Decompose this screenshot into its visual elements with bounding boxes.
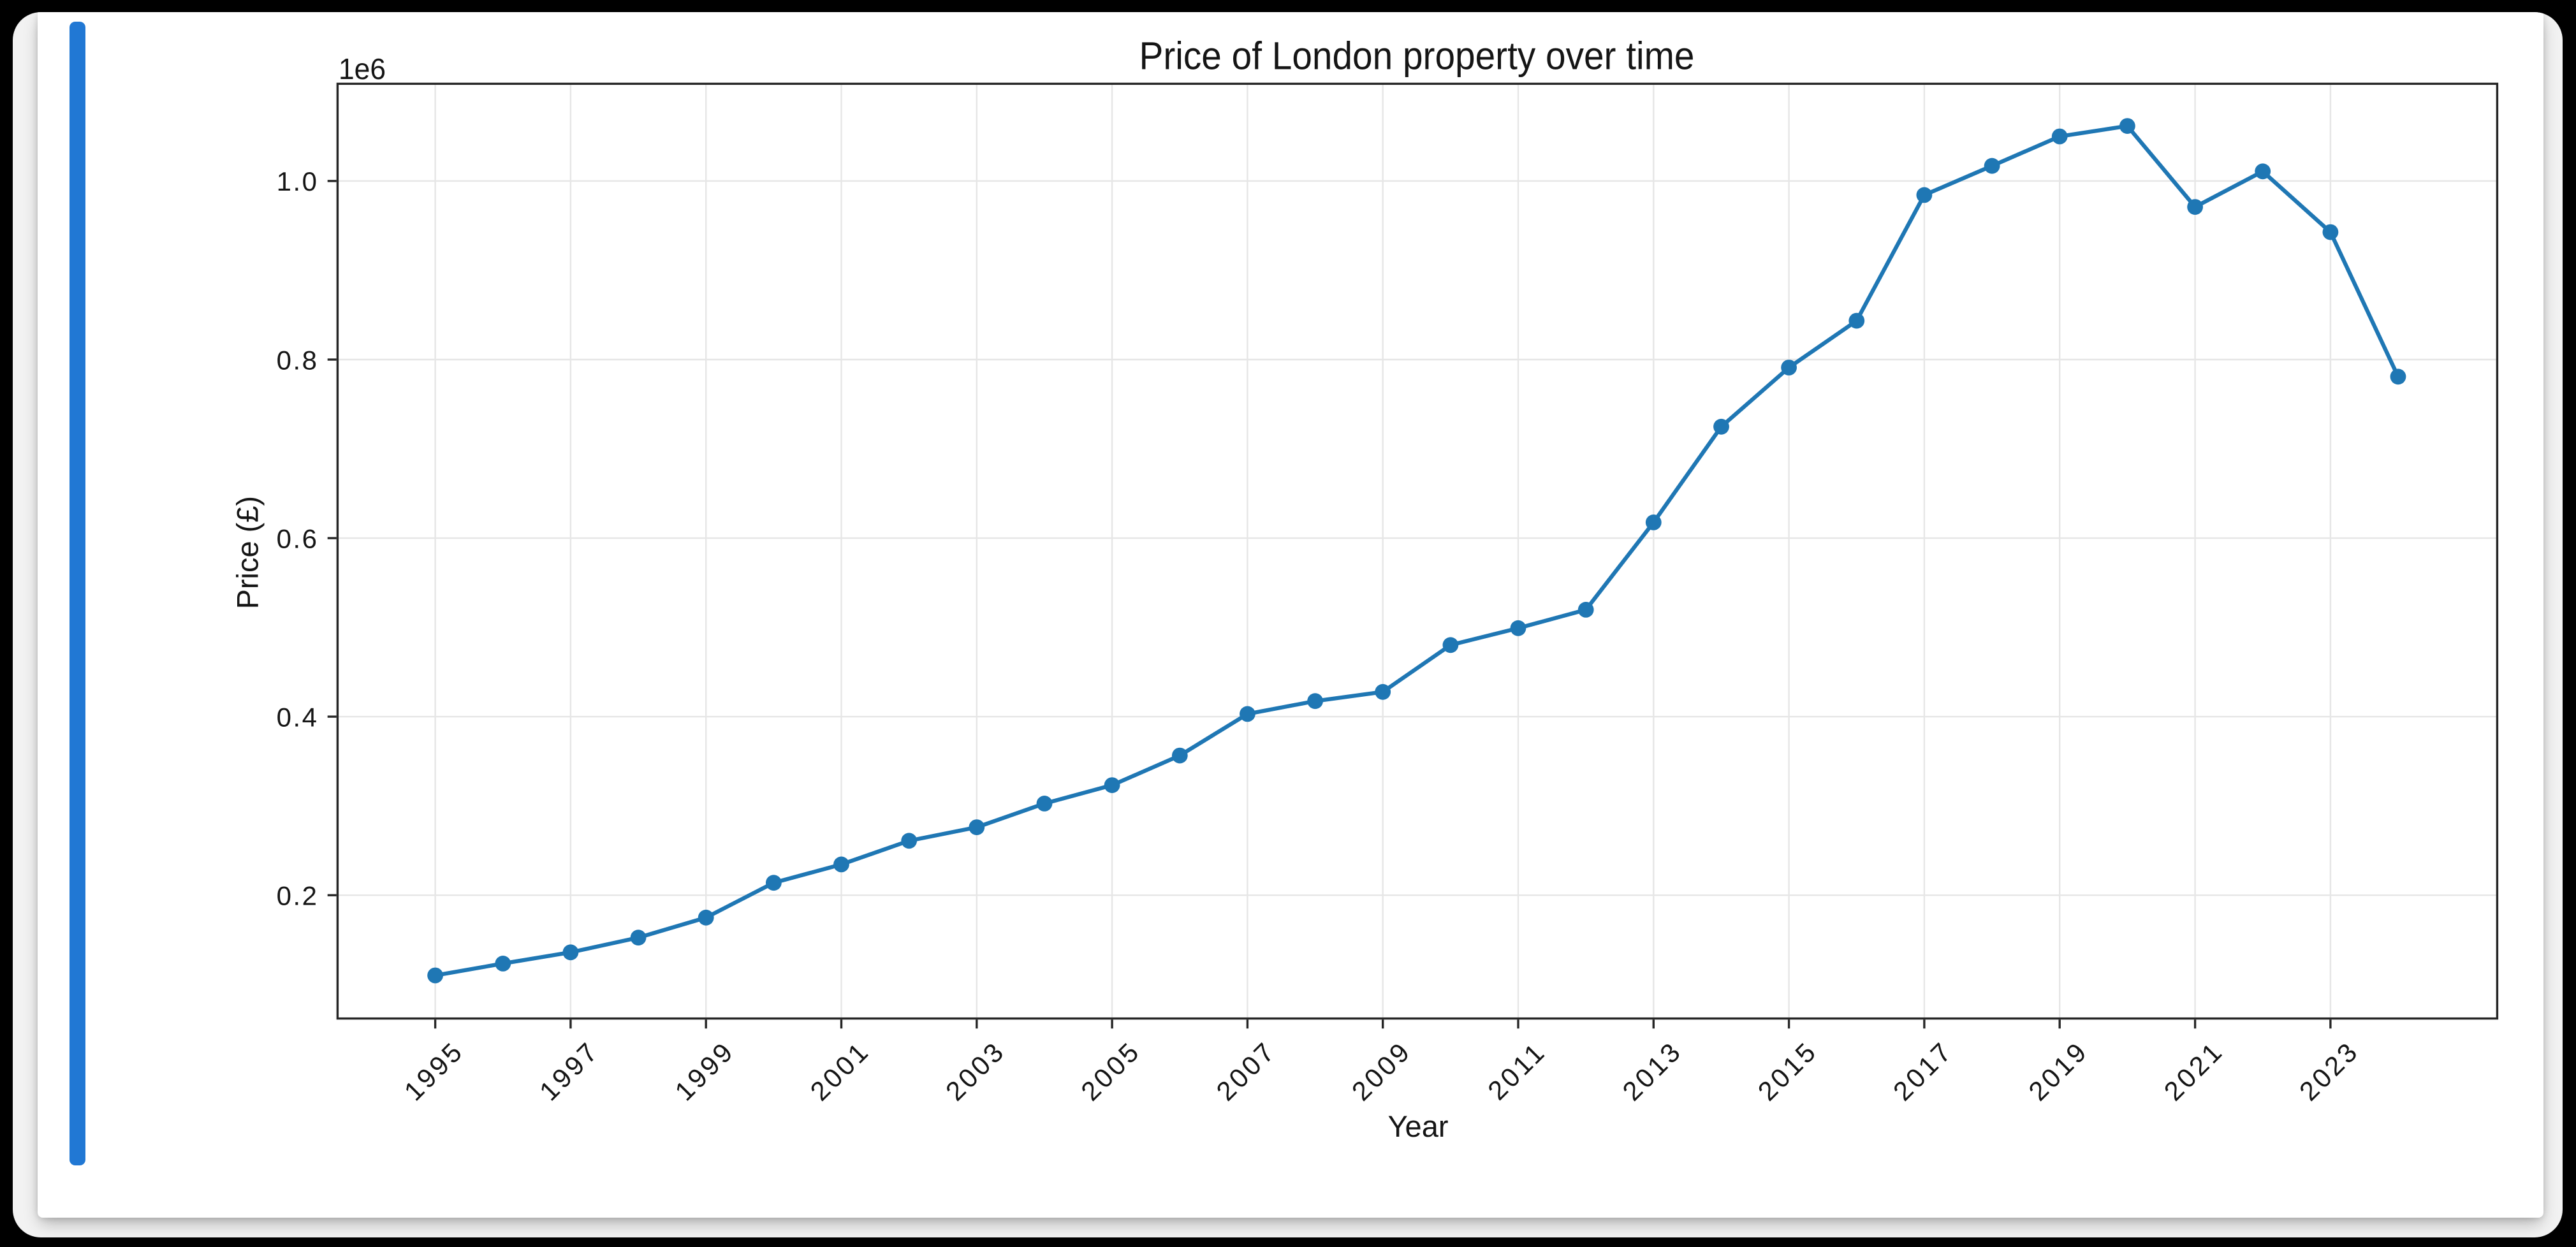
svg-text:2011: 2011 [1482, 1036, 1551, 1105]
svg-text:2007: 2007 [1210, 1035, 1281, 1106]
svg-text:Price (£): Price (£) [231, 496, 265, 609]
svg-text:2017: 2017 [1887, 1035, 1958, 1106]
svg-text:1995: 1995 [399, 1035, 469, 1106]
svg-text:2005: 2005 [1075, 1035, 1146, 1106]
svg-text:2013: 2013 [1616, 1035, 1687, 1106]
svg-text:1997: 1997 [534, 1035, 604, 1106]
svg-text:1.0: 1.0 [277, 166, 319, 196]
svg-text:2009: 2009 [1346, 1035, 1417, 1106]
svg-text:Price of London property over: Price of London property over time [1139, 34, 1695, 78]
svg-text:1e6: 1e6 [339, 52, 386, 85]
svg-text:Year: Year [1388, 1109, 1449, 1143]
svg-text:0.8: 0.8 [277, 345, 319, 375]
svg-text:0.4: 0.4 [277, 702, 319, 732]
svg-text:2015: 2015 [1752, 1035, 1823, 1106]
svg-text:2001: 2001 [805, 1035, 875, 1106]
svg-text:2019: 2019 [2023, 1035, 2093, 1106]
svg-text:0.6: 0.6 [277, 523, 319, 553]
svg-text:2023: 2023 [2294, 1035, 2364, 1106]
svg-text:2003: 2003 [940, 1035, 1011, 1106]
svg-text:0.2: 0.2 [277, 881, 319, 911]
svg-text:2021: 2021 [2158, 1035, 2229, 1106]
svg-text:1999: 1999 [669, 1035, 740, 1106]
